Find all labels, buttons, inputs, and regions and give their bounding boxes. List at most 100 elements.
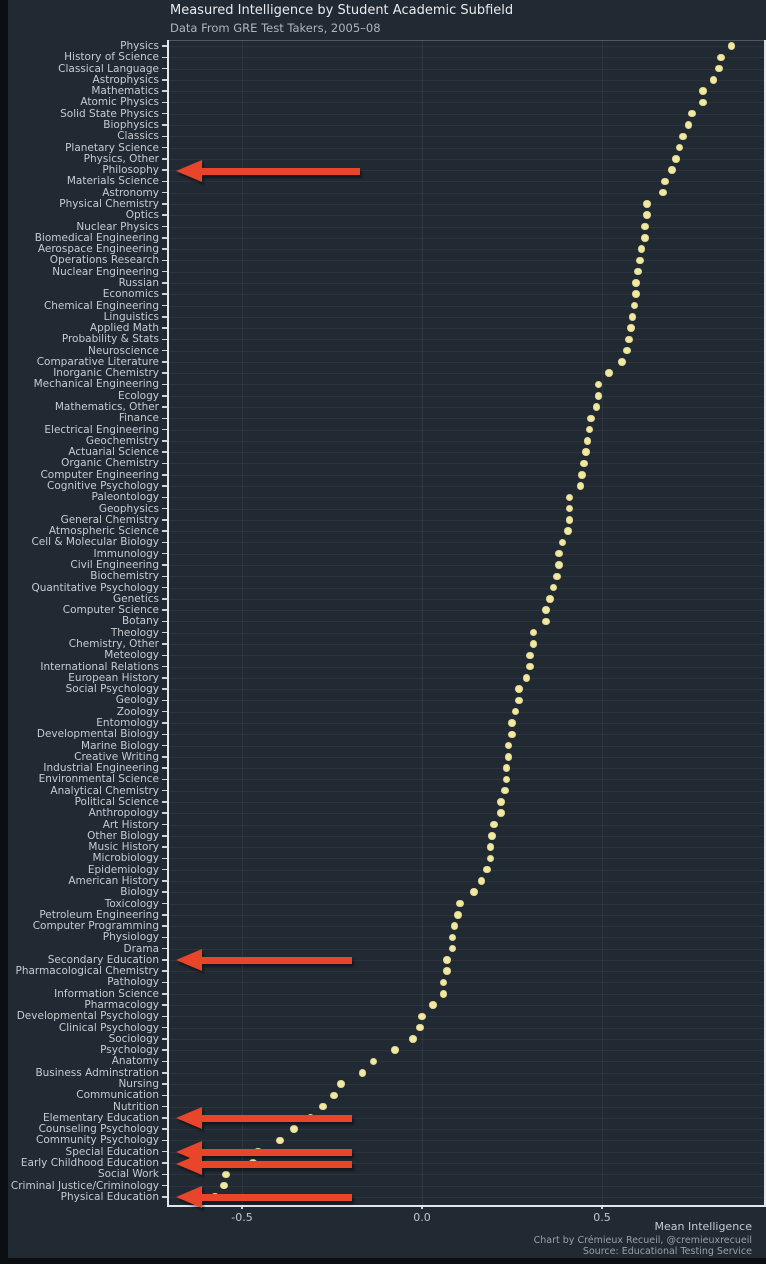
category-label: Geology (115, 694, 159, 707)
category-label: Criminal Justice/Criminology (10, 1179, 159, 1192)
y-gridline (167, 113, 764, 115)
category-label: Microbiology (92, 852, 160, 865)
category-label: Immunology (93, 547, 159, 560)
data-dot (522, 674, 531, 682)
y-gridline (167, 993, 764, 995)
data-dot (486, 854, 495, 863)
y-axis-tick (162, 722, 167, 724)
x-gridline (242, 40, 243, 1205)
y-gridline (167, 463, 764, 465)
data-dot (715, 64, 723, 73)
y-axis-tick (162, 575, 167, 578)
category-label: Ecology (117, 389, 159, 402)
data-dot (497, 798, 505, 806)
category-label: Physical Chemistry (59, 197, 159, 210)
category-label: Materials Science (66, 175, 159, 188)
y-gridline (167, 361, 764, 363)
data-dot (448, 933, 457, 942)
data-dot (504, 741, 513, 750)
data-dot (276, 1136, 284, 1145)
y-gridline (167, 328, 764, 330)
y-axis-tick (162, 507, 167, 510)
data-dot (391, 1046, 399, 1054)
y-gridline (167, 1185, 764, 1187)
data-dot (699, 98, 707, 107)
y-gridline (167, 1196, 764, 1198)
y-axis-tick (162, 846, 167, 848)
data-dot (636, 256, 644, 265)
data-dot (330, 1091, 338, 1100)
y-gridline (167, 926, 764, 928)
category-label: General Chemistry (60, 513, 159, 526)
y-gridline (167, 294, 764, 296)
data-dot (679, 132, 687, 140)
data-dot (632, 279, 640, 287)
y-gridline (167, 91, 764, 93)
category-label: Atomic Physics (80, 96, 159, 109)
y-axis-tick (162, 417, 167, 420)
y-axis-tick (162, 372, 167, 374)
category-label: Comparative Literature (36, 355, 159, 368)
data-dot (565, 504, 574, 513)
data-dot (583, 437, 592, 445)
y-gridline (167, 181, 764, 183)
y-axis-tick (162, 936, 167, 939)
y-axis-tick (162, 225, 167, 228)
data-dot (592, 403, 601, 411)
y-axis-tick (162, 835, 167, 837)
y-gridline (167, 1061, 764, 1063)
y-gridline (167, 1151, 764, 1153)
y-gridline (167, 745, 764, 747)
y-axis-tick (162, 259, 167, 262)
category-label: Drama (123, 942, 160, 955)
category-label: Cognitive Psychology (47, 480, 159, 493)
category-label: Paleontology (91, 491, 159, 504)
data-dot (529, 640, 538, 648)
y-gridline (167, 847, 764, 849)
y-gridline (167, 914, 764, 916)
y-axis-tick (162, 756, 167, 758)
category-label: Operations Research (49, 254, 159, 267)
y-axis-tick (162, 1105, 167, 1108)
y-axis-tick (162, 789, 167, 792)
category-label: Information Science (54, 987, 159, 1000)
y-axis-tick (162, 237, 167, 239)
y-gridline (167, 1174, 764, 1176)
y-gridline (167, 666, 764, 668)
y-axis-tick (162, 598, 167, 600)
data-dot (439, 990, 448, 998)
category-label: Chemical Engineering (43, 299, 159, 312)
y-gridline (167, 158, 764, 160)
y-axis-tick (162, 270, 167, 273)
y-axis-tick (162, 282, 167, 284)
y-axis-tick (162, 1173, 167, 1176)
y-gridline (167, 350, 764, 352)
category-label: Theology (110, 626, 159, 639)
y-axis-tick (162, 541, 167, 544)
category-label: Creative Writing (74, 750, 159, 763)
y-gridline (167, 689, 764, 691)
category-label: Entomology (96, 716, 159, 729)
y-axis-tick (162, 519, 167, 521)
y-gridline (167, 869, 764, 871)
y-axis-tick (162, 169, 167, 171)
data-dot (508, 730, 516, 738)
category-label: Sociology (108, 1032, 159, 1045)
y-gridline (167, 373, 764, 375)
category-label: Clinical Psychology (58, 1021, 159, 1034)
data-dot (623, 346, 631, 355)
y-gridline (167, 305, 764, 307)
data-dot (688, 109, 696, 118)
y-axis-tick (162, 981, 167, 984)
category-label: Special Education (65, 1145, 159, 1158)
y-axis-tick (162, 609, 167, 611)
y-axis-tick (162, 733, 167, 735)
data-dot (508, 719, 516, 727)
y-gridline (167, 1140, 764, 1142)
top-spine (167, 40, 766, 41)
y-axis-tick (162, 699, 167, 702)
y-axis-tick (162, 631, 167, 634)
data-dot (699, 87, 707, 95)
category-label: Nursing (118, 1078, 159, 1091)
